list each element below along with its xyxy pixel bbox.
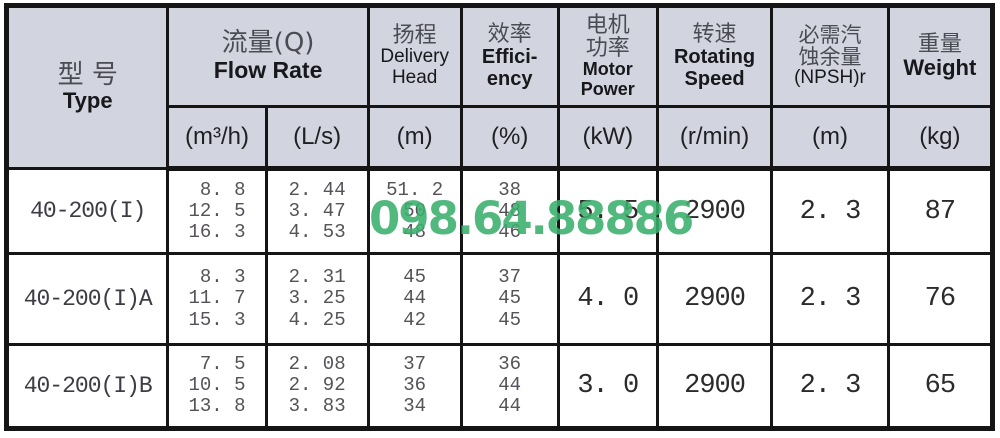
cell-speed: 2900 <box>684 284 746 314</box>
cell-flow-ls: 2. 31 3. 25 4. 25 <box>288 266 346 331</box>
pump-spec-table-wrap: 型 号 Type 流量(Q) Flow Rate 扬程 Delivery Hea… <box>4 3 995 431</box>
col-header-head-cn: 扬程 <box>392 23 437 49</box>
cell-eff: 37 45 45 <box>498 266 522 331</box>
col-header-power-cn1: 电机 <box>585 12 630 38</box>
unit-head: (m) <box>366 105 463 171</box>
cell-speed: 2900 <box>684 196 746 227</box>
col-header-npsh: 必需汽 蚀余量 (NPSH)r <box>770 4 890 108</box>
col-header-motor-power: 电机 功率 Motor Power <box>556 4 659 108</box>
cell-weight: 87 <box>924 196 956 227</box>
cell-power: 5. 5 <box>577 196 639 227</box>
cell-speed: 2900 <box>684 370 746 401</box>
cell-npsh: 2. 3 <box>799 284 862 314</box>
col-header-type-en: Type <box>62 88 113 114</box>
unit-speed: (r/min) <box>655 105 774 171</box>
cell-weight: 65 <box>924 370 956 401</box>
col-header-efficiency: 效率 Effici- ency <box>459 4 560 108</box>
cell-flow-m3h: 8. 3 11. 7 15. 3 <box>188 266 246 331</box>
col-header-speed-en1: Rotating <box>673 46 756 69</box>
col-header-npsh-en: (NPSH)r <box>794 67 866 89</box>
cell-power: 4. 0 <box>577 284 639 314</box>
unit-flow-ls: (L/s) <box>264 105 370 171</box>
col-header-weight-en: Weight <box>903 54 977 80</box>
col-header-weight-cn: 重量 <box>917 31 962 57</box>
cell-head: 37 36 34 <box>403 352 427 418</box>
col-header-npsh-cn2: 蚀余量 <box>798 45 862 70</box>
cell-head: 45 44 42 <box>403 266 427 331</box>
col-header-head-en2: Head <box>391 67 438 89</box>
col-header-head-en1: Delivery <box>380 46 449 68</box>
col-header-eff-en1: Effici- <box>481 46 538 69</box>
col-header-speed-cn: 转速 <box>692 21 737 47</box>
col-header-eff-en2: ency <box>486 68 533 91</box>
cell-eff: 38 48 46 <box>498 178 522 244</box>
unit-eff: (%) <box>459 105 560 171</box>
table-row: 40-200(I)A 8. 3 11. 7 15. 3 2. 31 3. 25 … <box>4 252 995 346</box>
col-header-power-en1: Motor <box>582 58 633 79</box>
table-row: 40-200(I)B 7. 5 10. 5 13. 8 2. 08 2. 92 … <box>4 342 995 431</box>
cell-eff: 36 44 44 <box>498 352 522 418</box>
table-row: 40-200(I) 8. 8 12. 5 16. 3 2. 44 3. 47 4… <box>4 166 995 256</box>
unit-weight: (kg) <box>886 105 995 171</box>
col-header-delivery-head: 扬程 Delivery Head <box>366 4 463 108</box>
unit-npsh: (m) <box>770 105 890 171</box>
col-header-speed-en2: Speed <box>684 68 745 91</box>
cell-type: 40-200(I) <box>30 198 146 225</box>
cell-head: 51. 2 50 48 <box>386 178 444 244</box>
col-header-flow-en: Flow Rate <box>213 56 323 83</box>
cell-npsh: 2. 3 <box>799 196 862 227</box>
cell-npsh: 2. 3 <box>799 370 862 401</box>
col-header-npsh-cn1: 必需汽 <box>798 23 862 47</box>
cell-type: 40-200(I)A <box>23 286 153 312</box>
cell-flow-ls: 2. 08 2. 92 3. 83 <box>288 352 346 418</box>
col-header-type: 型 号 Type <box>4 4 170 170</box>
cell-type: 40-200(I)B <box>23 372 153 399</box>
unit-power: (kW) <box>556 105 659 171</box>
cell-flow-m3h: 8. 8 12. 5 16. 3 <box>188 178 246 244</box>
cell-power: 3. 0 <box>577 370 639 401</box>
cell-weight: 76 <box>924 284 956 314</box>
unit-flow-m3h: (m³/h) <box>166 105 268 171</box>
col-header-weight: 重量 Weight <box>886 4 995 108</box>
cell-flow-m3h: 7. 5 10. 5 13. 8 <box>188 352 246 418</box>
col-header-eff-cn: 效率 <box>487 21 532 47</box>
col-header-rotating-speed: 转速 Rotating Speed <box>655 4 774 108</box>
pump-spec-table: 型 号 Type 流量(Q) Flow Rate 扬程 Delivery Hea… <box>4 3 995 431</box>
col-header-flow-cn: 流量(Q) <box>221 28 315 59</box>
cell-flow-ls: 2. 44 3. 47 4. 53 <box>288 178 346 244</box>
col-header-power-cn2: 功率 <box>585 35 630 61</box>
col-header-type-cn: 型 号 <box>57 59 118 90</box>
col-header-flow-rate: 流量(Q) Flow Rate <box>166 4 370 108</box>
col-header-power-en2: Power <box>580 78 635 99</box>
